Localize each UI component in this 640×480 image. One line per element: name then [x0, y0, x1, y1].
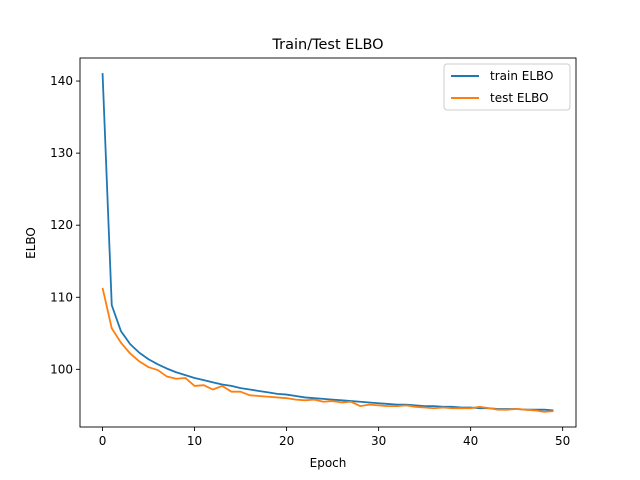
x-tick-label: 50 — [555, 434, 570, 448]
plot-frame — [79, 57, 577, 428]
y-axis-label: ELBO — [24, 227, 38, 259]
series-line-1 — [101, 287, 554, 413]
x-tick-label: 40 — [463, 434, 478, 448]
y-tick-label: 140 — [50, 74, 73, 88]
y-tick-label: 100 — [50, 362, 73, 376]
y-tick-label: 130 — [50, 146, 73, 160]
y-tick-label: 110 — [50, 290, 73, 304]
x-tick-label: 0 — [99, 434, 107, 448]
x-axis-ticks: 0 10 20 30 40 50 — [99, 427, 570, 448]
y-tick-label: 120 — [50, 218, 73, 232]
legend: train ELBO test ELBO — [443, 63, 571, 111]
legend-label-train: train ELBO — [490, 69, 553, 83]
series-line-0 — [101, 73, 554, 412]
legend-label-test: test ELBO — [490, 91, 549, 105]
chart-title: Train/Test ELBO — [271, 37, 383, 53]
y-axis-ticks: 100 110 120 130 140 — [50, 74, 80, 376]
x-tick-label: 20 — [279, 434, 294, 448]
plot-lines — [101, 73, 554, 413]
x-tick-label: 10 — [187, 434, 202, 448]
x-axis-label: Epoch — [310, 456, 347, 470]
x-tick-label: 30 — [371, 434, 386, 448]
